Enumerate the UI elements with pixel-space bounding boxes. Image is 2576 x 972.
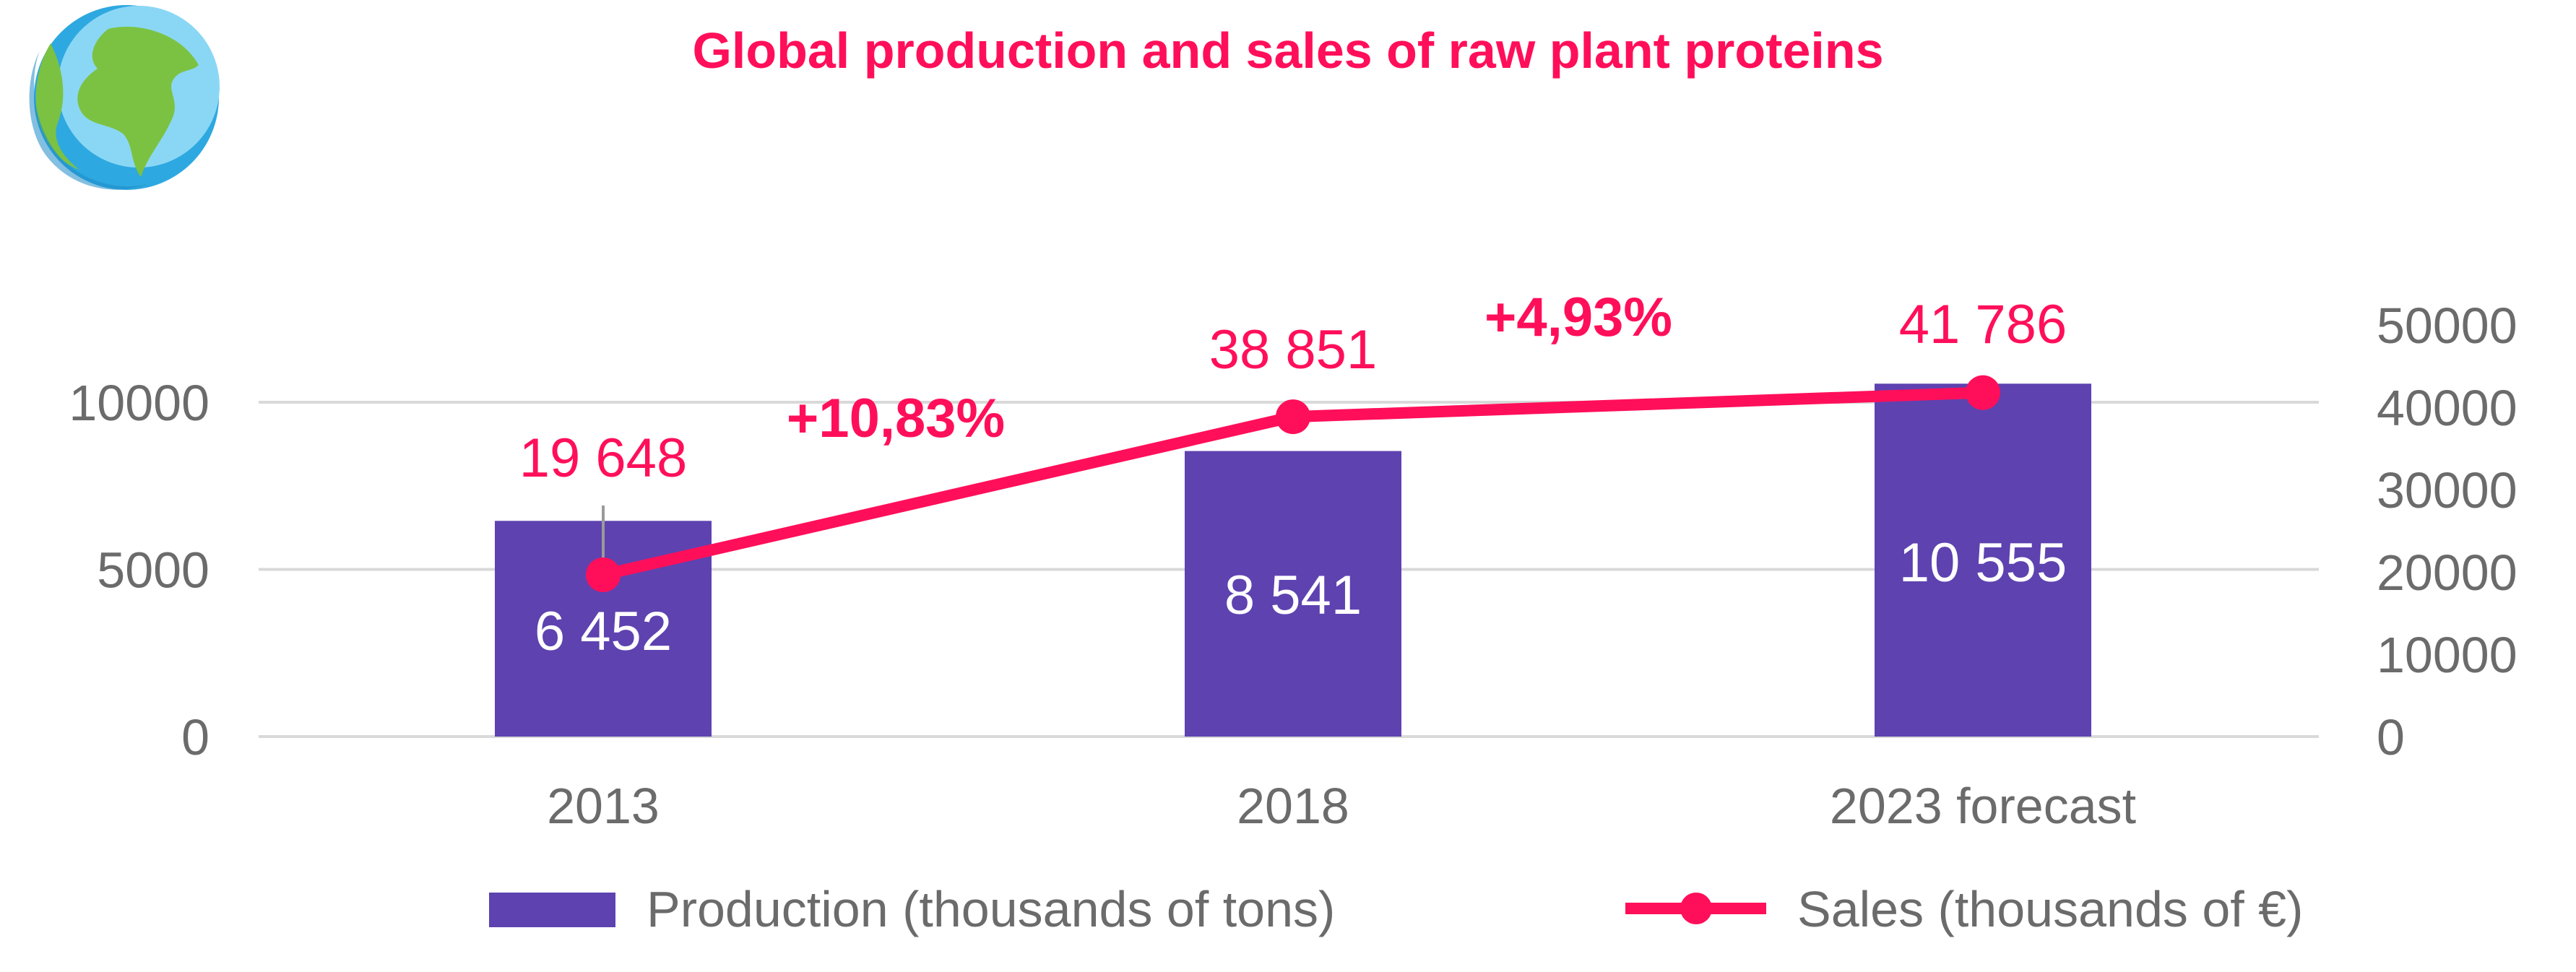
sales-value-label: 19 648 [519,428,687,489]
sales-value-label: 38 851 [1209,319,1377,381]
y-left-tick-label: 0 [181,709,209,765]
globe-icon [29,5,220,190]
y-left-tick-label: 10000 [69,375,209,431]
bar [1875,383,2091,737]
sales-point [1966,375,2000,410]
y-axis-right: 0 10000 20000 30000 40000 50000 [2377,298,2517,765]
chart-title: Global production and sales of raw plant… [692,22,1883,79]
legend-sales-marker [1680,893,1712,924]
production-bars [495,383,2091,737]
y-right-tick-label: 50000 [2377,298,2517,354]
y-right-tick-label: 30000 [2377,462,2517,518]
growth-annotation-2: +4,93% [1484,287,1672,348]
legend: Production (thousands of tons) Sales (th… [489,881,2303,937]
bar-value-label: 10 555 [1899,532,2067,594]
bar-value-label: 8 541 [1224,565,1362,626]
y-right-tick-label: 20000 [2377,544,2517,601]
legend-production-label: Production (thousands of tons) [647,881,1335,937]
y-axis-left: 0 5000 10000 [69,375,209,765]
sales-value-label: 41 786 [1899,294,2067,355]
production-labels: 6 452 8 541 10 555 [535,532,2067,662]
legend-production-swatch [489,893,615,927]
x-tick-label: 2013 [547,778,660,834]
x-tick-label: 2018 [1237,778,1349,834]
y-right-tick-label: 10000 [2377,627,2517,683]
sales-series: 19 648 38 851 41 786 [519,294,2067,593]
growth-annotation-1: +10,83% [787,388,1005,449]
y-right-tick-label: 0 [2377,709,2405,765]
x-tick-label: 2023 forecast [1830,778,2136,834]
bar-value-label: 6 452 [535,601,672,662]
legend-sales-label: Sales (thousands of €) [1797,881,2303,937]
x-axis: 2013 2018 2023 forecast [547,778,2136,834]
y-left-tick-label: 5000 [97,542,209,599]
sales-point [586,557,621,593]
y-right-tick-label: 40000 [2377,380,2517,436]
bar [1185,451,1401,737]
sales-point [1276,399,1310,435]
